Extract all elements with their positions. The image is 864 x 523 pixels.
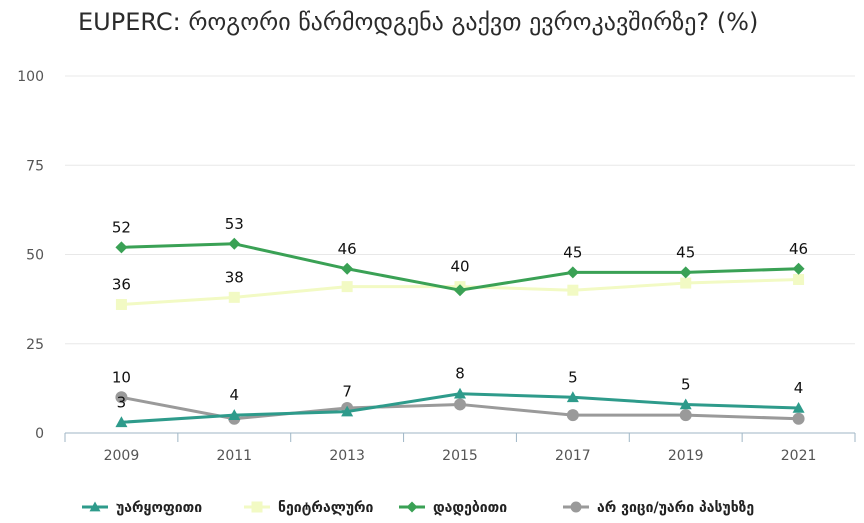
y-tick-label: 100 — [17, 69, 44, 85]
data-point — [793, 273, 805, 285]
y-tick-label: 0 — [35, 426, 44, 442]
data-label: 7 — [342, 383, 352, 401]
x-tick-label: 2009 — [104, 448, 140, 464]
data-labels: 4 7 8 5 5 4 36 38 40 52 53 46 45 45 46 10 3 — [112, 215, 808, 412]
data-point — [115, 241, 128, 254]
data-label: 3 — [117, 393, 127, 411]
data-point — [792, 262, 805, 275]
data-point — [679, 398, 692, 410]
series-0 — [115, 387, 805, 428]
gridlines — [65, 75, 855, 345]
data-label: 5 — [681, 375, 691, 393]
data-point — [454, 387, 466, 399]
data-point — [566, 266, 579, 279]
data-point — [454, 398, 466, 411]
data-label: 4 — [230, 386, 240, 404]
legend-item-0: უარყოფითი — [82, 500, 202, 516]
x-tick-label: 2021 — [781, 448, 817, 464]
data-point — [792, 412, 805, 425]
data-label: 46 — [338, 240, 357, 258]
legend-item-2: დადებითი — [399, 500, 507, 516]
legend-item-1: ნეიტრალური — [244, 500, 374, 516]
data-label: 46 — [789, 240, 808, 258]
data-point — [454, 284, 466, 297]
series-group — [115, 237, 805, 428]
data-point — [679, 266, 692, 279]
y-tick-label: 75 — [26, 158, 44, 174]
legend-marker — [406, 501, 418, 513]
data-point — [567, 284, 579, 296]
data-point — [228, 237, 241, 250]
data-label: 53 — [225, 215, 244, 233]
data-point — [679, 409, 692, 422]
data-point — [115, 391, 128, 404]
x-tick-label: 2015 — [442, 448, 478, 464]
x-tick-label: 2019 — [668, 448, 704, 464]
x-tick-label: 2017 — [555, 448, 591, 464]
data-point — [115, 416, 128, 428]
y-tick-label: 25 — [26, 337, 44, 353]
data-point — [566, 409, 579, 422]
data-label: 52 — [112, 218, 131, 236]
legend-marker — [251, 501, 263, 513]
series-2 — [115, 237, 805, 297]
x-tick-label: 2011 — [216, 448, 252, 464]
legend-label: ნეიტრალური — [278, 500, 374, 516]
data-label: 4 — [794, 379, 804, 397]
data-label: 36 — [112, 275, 131, 293]
chart-title: EUPERC: როგორი წარმოდგენა გაქვთ ევროკავშ… — [78, 8, 759, 36]
legend-label: უარყოფითი — [116, 500, 202, 516]
data-point — [341, 281, 353, 293]
data-point — [228, 291, 240, 303]
data-point — [680, 277, 692, 289]
legend: უარყოფითი ნეიტრალური დადებითი არ ვიცი/უარი … — [82, 500, 754, 516]
y-tick-label: 50 — [26, 248, 44, 264]
data-point — [341, 405, 354, 417]
legend-marker — [89, 501, 101, 512]
data-label: 45 — [676, 243, 695, 261]
data-point — [792, 402, 805, 413]
data-label: 40 — [450, 258, 469, 276]
legend-item-3: არ ვიცი/უარი პასუხზე — [563, 500, 754, 516]
data-point — [566, 391, 579, 403]
legend-marker — [570, 501, 582, 513]
data-point — [115, 298, 127, 310]
legend-label: არ ვიცი/უარი პასუხზე — [597, 500, 754, 516]
x-tick-label: 2013 — [329, 448, 365, 464]
data-label: 8 — [455, 365, 465, 383]
data-point — [228, 409, 241, 420]
data-point — [341, 262, 354, 275]
data-label: 5 — [568, 368, 578, 386]
data-label: 38 — [225, 268, 244, 286]
legend-label: დადებითი — [433, 500, 507, 516]
data-label: 45 — [563, 243, 582, 261]
data-label: 10 — [112, 368, 131, 386]
